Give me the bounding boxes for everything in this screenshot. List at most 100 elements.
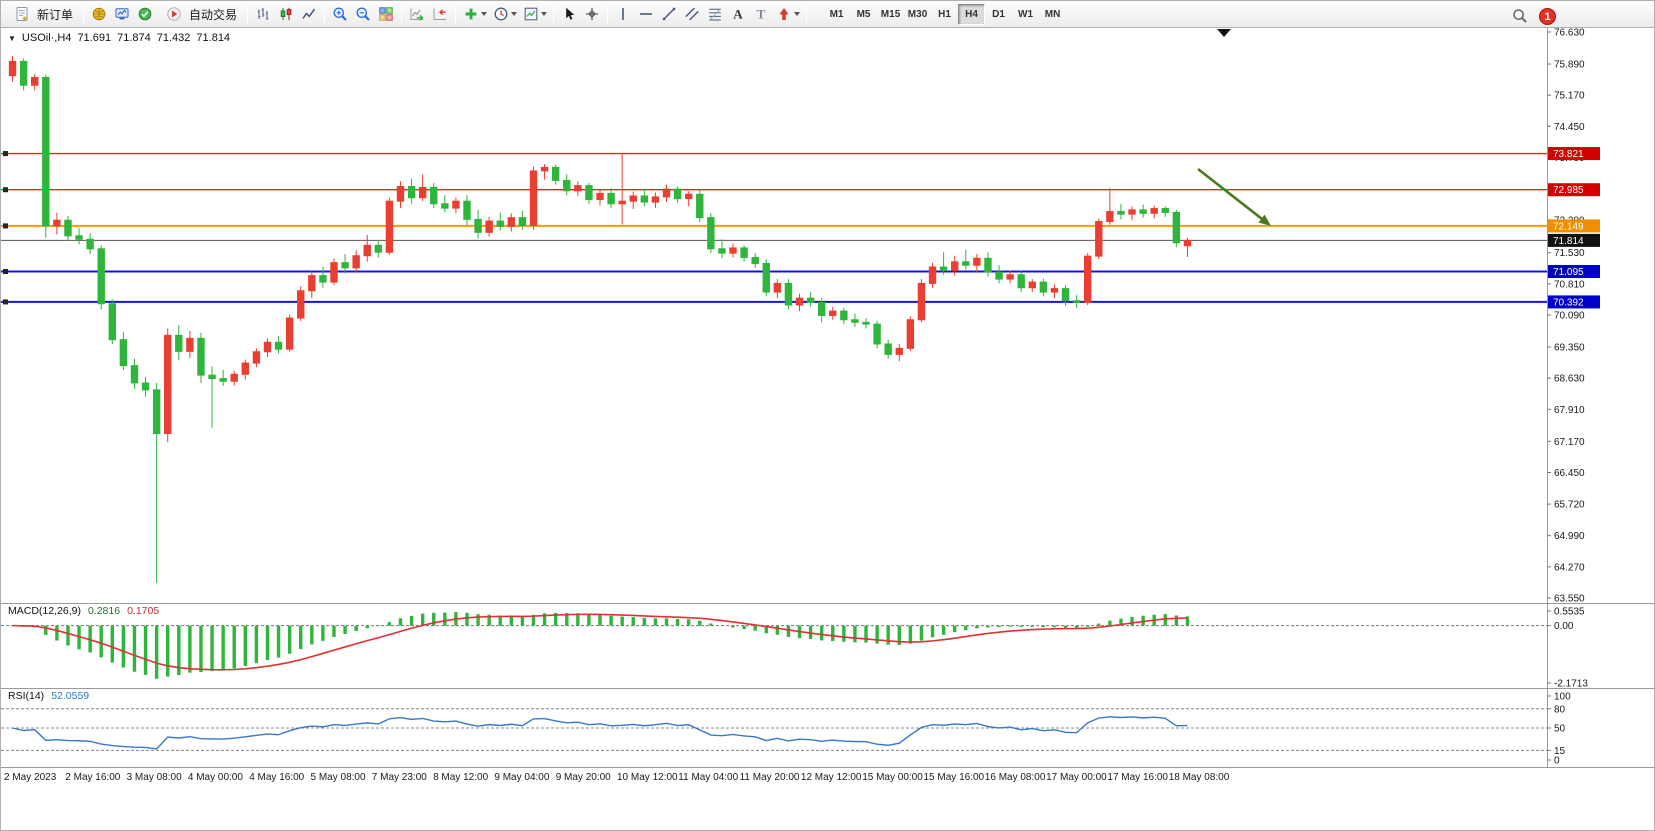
chart-shift-icon[interactable]	[429, 2, 451, 26]
line-handle[interactable]	[3, 269, 8, 275]
dropdown-caret-icon	[793, 12, 800, 16]
price-line-label-text: 70.392	[1553, 297, 1584, 308]
price-line-label-text: 71.095	[1553, 267, 1584, 278]
macd-pane[interactable]: 0.5535 0.00 -2.1713	[1, 603, 1655, 688]
autotrading-button[interactable]: 自动交易	[157, 2, 243, 26]
annotation-arrow-head[interactable]	[1258, 214, 1271, 226]
timeframe-d1[interactable]: D1	[985, 4, 1012, 25]
timeframe-toolbar: M1 M5 M15 M30 H1 H4 D1 W1 MN	[823, 3, 1066, 25]
price-tick: 69.350	[1554, 343, 1585, 354]
autotrading-icon	[163, 2, 185, 26]
time-label: 17 May 00:00	[1046, 772, 1107, 783]
main-chart-pane[interactable]: 76.63075.89075.17074.45073.73073.01072.2…	[1, 28, 1655, 603]
price-tick: 75.170	[1554, 91, 1585, 102]
toolbar-right: 1	[1509, 4, 1556, 28]
price-tick: 71.530	[1554, 248, 1585, 259]
line-handle[interactable]	[3, 151, 8, 157]
vertical-line-icon[interactable]	[612, 2, 634, 26]
timeframe-h4[interactable]: H4	[958, 3, 986, 25]
line-handle[interactable]	[3, 187, 8, 193]
rsi-axis-tick: 15	[1554, 746, 1566, 757]
price-tick: 75.890	[1554, 60, 1585, 71]
time-label: 11 May 04:00	[678, 772, 739, 783]
periods-icon[interactable]	[490, 2, 519, 26]
timeframe-m15[interactable]: M15	[877, 4, 904, 25]
line-handle[interactable]	[3, 223, 8, 229]
macd-axis-tick: 0.5535	[1554, 607, 1585, 618]
price-tick: 65.720	[1554, 500, 1585, 511]
price-tick: 74.450	[1554, 122, 1585, 133]
price-tick: 67.910	[1554, 405, 1585, 416]
timeframe-m1[interactable]: M1	[823, 4, 850, 25]
price-line-label-text: 73.821	[1553, 149, 1584, 160]
macd-axis-tick: 0.00	[1554, 621, 1574, 632]
equidistant-channel-icon[interactable]	[681, 2, 703, 26]
chart-area[interactable]: 76.63075.89075.17074.45073.73073.01072.2…	[1, 28, 1655, 830]
market-watch-icon[interactable]	[111, 2, 133, 26]
macd-signal-line	[12, 613, 1188, 671]
arrows-icon[interactable]	[773, 2, 802, 26]
tile-windows-icon[interactable]	[375, 2, 397, 26]
trendline-icon[interactable]	[658, 2, 680, 26]
dropdown-caret-icon	[510, 12, 517, 16]
time-label: 15 May 16:00	[923, 772, 985, 783]
time-label: 2 May 16:00	[65, 772, 121, 783]
timeframe-m5[interactable]: M5	[850, 4, 877, 25]
auto-scroll-icon[interactable]	[406, 2, 428, 26]
indicators-icon[interactable]	[460, 2, 489, 26]
timeframe-m30[interactable]: M30	[904, 4, 931, 25]
navigator-icon[interactable]	[134, 2, 156, 26]
cursor-icon[interactable]	[558, 2, 580, 26]
time-label: 10 May 12:00	[617, 772, 678, 783]
toolbar-separator	[247, 4, 249, 24]
time-label: 17 May 16:00	[1107, 772, 1168, 783]
community-icon[interactable]	[88, 2, 110, 26]
timeframe-w1[interactable]: W1	[1012, 4, 1039, 25]
bar-chart-icon[interactable]	[252, 2, 274, 26]
rsi-axis-tick: 50	[1554, 724, 1566, 735]
zoom-in-icon[interactable]	[329, 2, 351, 26]
rsi-axis-tick: 80	[1554, 704, 1566, 715]
dropdown-caret-icon	[480, 12, 487, 16]
zoom-out-icon[interactable]	[352, 2, 374, 26]
toolbar-separator	[83, 4, 85, 24]
time-label: 8 May 12:00	[433, 772, 489, 783]
annotation-arrow-shaft[interactable]	[1197, 167, 1268, 224]
ohlc-close: 71.814	[196, 32, 231, 44]
symbol-dropdown-icon[interactable]: ▼	[8, 33, 16, 43]
price-line-label	[1548, 147, 1600, 161]
candlestick-chart-icon[interactable]	[275, 2, 297, 26]
time-label: 5 May 08:00	[310, 772, 366, 783]
line-handle[interactable]	[3, 299, 8, 305]
toolbar-separator	[324, 4, 326, 24]
rsi-value: 52.0559	[51, 690, 90, 702]
ohlc-high: 71.874	[117, 32, 151, 44]
notification-badge[interactable]: 1	[1539, 7, 1556, 25]
new-order-button[interactable]: 新订单	[5, 2, 79, 26]
timeframe-h1[interactable]: H1	[931, 4, 958, 25]
time-label: 4 May 16:00	[249, 772, 305, 783]
search-icon[interactable]	[1509, 4, 1531, 28]
line-chart-icon[interactable]	[298, 2, 320, 26]
macd-main-value: 0.2816	[87, 605, 121, 617]
time-marker-triangle	[1217, 29, 1231, 37]
svg-text:A: A	[733, 7, 743, 22]
ohlc-open: 71.691	[77, 32, 112, 44]
toolbar-separator	[607, 4, 609, 24]
templates-icon[interactable]	[520, 2, 549, 26]
timeframe-mn[interactable]: MN	[1039, 4, 1066, 25]
text-icon[interactable]: A	[727, 2, 749, 26]
fibonacci-retracement-icon[interactable]	[704, 2, 726, 26]
time-label: 18 May 08:00	[1168, 772, 1230, 783]
horizontal-line-icon[interactable]	[635, 2, 657, 26]
time-label: 9 May 20:00	[555, 772, 611, 783]
price-tick: 70.810	[1554, 279, 1585, 290]
price-line-label-text: 72.985	[1553, 185, 1584, 196]
text-label-icon[interactable]: T	[750, 2, 772, 26]
svg-text:T: T	[757, 7, 766, 22]
price-line-label	[1548, 219, 1600, 233]
toolbar-separator	[455, 4, 457, 24]
time-label: 4 May 00:00	[187, 772, 243, 783]
crosshair-icon[interactable]	[581, 2, 603, 26]
